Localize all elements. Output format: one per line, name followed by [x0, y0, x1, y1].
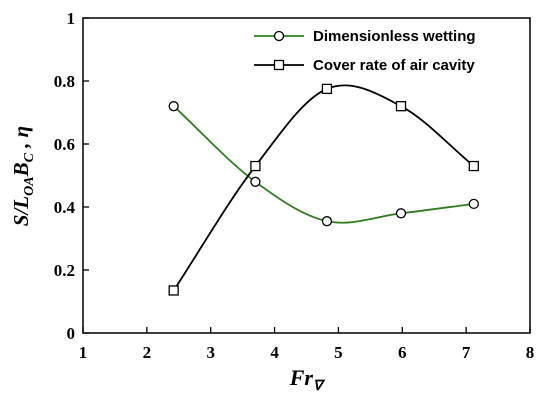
- data-point-square: [250, 160, 261, 172]
- x-tick-label: 5: [334, 343, 343, 362]
- y-tick-label: 0.4: [54, 198, 76, 217]
- data-point-circle: [168, 101, 179, 112]
- x-tick-label: 1: [79, 343, 88, 362]
- x-tick-label: 8: [526, 343, 535, 362]
- legend-label-cover-rate: Cover rate of air cavity: [313, 57, 475, 74]
- y-tick-label: 0.2: [54, 261, 75, 280]
- series-0: [168, 101, 479, 227]
- data-point-square: [168, 285, 179, 296]
- legend: Dimensionless wetting Cover rate of air …: [254, 28, 476, 74]
- y-axis-title-part-2: B: [9, 162, 33, 177]
- series-line: [173, 105, 474, 224]
- data-point-circle: [250, 176, 261, 187]
- data-point-circle: [395, 208, 407, 219]
- x-axis-title: Fr∇: [289, 365, 326, 394]
- legend-marker-wetting: [273, 30, 285, 42]
- legend-marker-cover-rate: [273, 59, 285, 71]
- data-point-circle: [321, 216, 333, 227]
- data-point-square: [395, 101, 407, 112]
- y-axis-title-sub-1: OA: [22, 176, 37, 195]
- x-tick-label: 3: [206, 343, 215, 362]
- data-point-circle: [468, 198, 479, 210]
- y-tick-label: 1: [67, 9, 76, 28]
- x-axis-title-sub: ∇: [313, 379, 326, 394]
- x-axis-title-main: Fr: [289, 365, 314, 390]
- y-axis-title: S/LOABC , η: [9, 126, 37, 226]
- y-axis-ticks: 0 0.2 0.4 0.6 0.8 1: [54, 9, 89, 343]
- plot-area: [82, 17, 531, 334]
- y-axis-title-part-1: S/L: [9, 196, 33, 226]
- y-axis-title-part-3: , η: [9, 126, 33, 153]
- y-axis-title-sub-2: C: [22, 152, 37, 162]
- x-axis-ticks: 1 2 3 4 5 6 7 8: [79, 327, 535, 362]
- x-tick-label: 7: [462, 343, 471, 362]
- x-tick-label: 2: [143, 343, 152, 362]
- data-point-square: [321, 83, 333, 95]
- data-point-square: [468, 160, 479, 172]
- y-tick-label: 0.6: [54, 135, 75, 154]
- x-tick-label: 6: [398, 343, 407, 362]
- y-tick-label: 0.8: [54, 72, 75, 91]
- y-tick-label: 0: [67, 324, 76, 343]
- series-1: [168, 83, 479, 296]
- legend-entry-cover-rate: Cover rate of air cavity: [254, 57, 475, 74]
- series-layer: [168, 83, 479, 296]
- series-line: [172, 84, 475, 291]
- x-tick-label: 4: [270, 343, 279, 362]
- legend-label-wetting: Dimensionless wetting: [313, 28, 476, 45]
- legend-entry-wetting: Dimensionless wetting: [254, 28, 476, 45]
